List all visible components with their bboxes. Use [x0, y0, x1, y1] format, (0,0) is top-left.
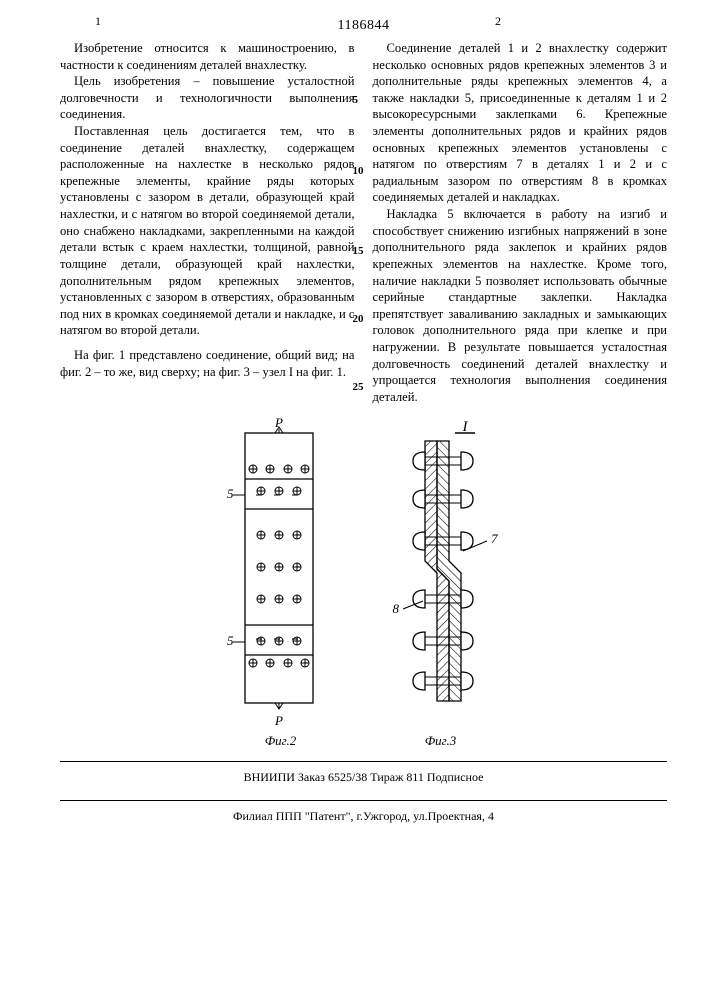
- page-number-left: 1: [95, 14, 101, 29]
- fig2-bottom-label: P: [274, 713, 283, 728]
- line-number: 20: [353, 312, 364, 327]
- footer-line-2: Филиал ППП "Патент", г.Ужгород, ул.Проек…: [60, 807, 667, 826]
- left-para-1: Изобретение относится к машиностроению, …: [60, 40, 355, 73]
- column-left: Изобретение относится к машиностроению, …: [60, 40, 355, 405]
- fig2-side-label-bot: 5: [227, 633, 234, 648]
- figure-3: I 7: [375, 413, 507, 749]
- left-para-2: Цель изобретения – повышение усталостной…: [60, 73, 355, 123]
- figure-2-svg: P P 5 5: [221, 413, 341, 729]
- line-number: 10: [353, 164, 364, 179]
- line-number: 5: [353, 93, 359, 108]
- patent-number: 1186844: [60, 18, 667, 34]
- line-number: 15: [353, 244, 364, 259]
- right-para-1: Соединение деталей 1 и 2 внахлестку соде…: [373, 40, 668, 206]
- right-para-2: Накладка 5 включается в работу на изгиб …: [373, 206, 668, 405]
- fig3-callout-7: 7: [491, 531, 498, 546]
- figure-2: P P 5 5 Фиг.2: [221, 413, 341, 749]
- left-para-4: На фиг. 1 представлено соединение, общий…: [60, 347, 355, 380]
- left-para-3: Поставленная цель достигается тем, что в…: [60, 123, 355, 339]
- footer-rule-1: [60, 761, 667, 762]
- footer-rule-2: [60, 800, 667, 801]
- figure-2-label: Фиг.2: [265, 733, 297, 749]
- text-columns: Изобретение относится к машиностроению, …: [60, 40, 667, 405]
- figure-block: P P 5 5 Фиг.2: [60, 413, 667, 749]
- line-number: 25: [353, 380, 364, 395]
- figure-3-label: Фиг.3: [425, 733, 457, 749]
- fig3-callout-8: 8: [392, 601, 399, 616]
- footer-line-1: ВНИИПИ Заказ 6525/38 Тираж 811 Подписное: [60, 768, 667, 787]
- fig2-side-label-top: 5: [227, 486, 234, 501]
- column-right: 5 10 15 20 25 Соединение деталей 1 и 2 в…: [373, 40, 668, 405]
- figure-3-svg: I 7: [375, 413, 507, 729]
- patent-page: 1 2 1186844 Изобретение относится к маши…: [0, 0, 707, 838]
- page-number-right: 2: [495, 14, 501, 29]
